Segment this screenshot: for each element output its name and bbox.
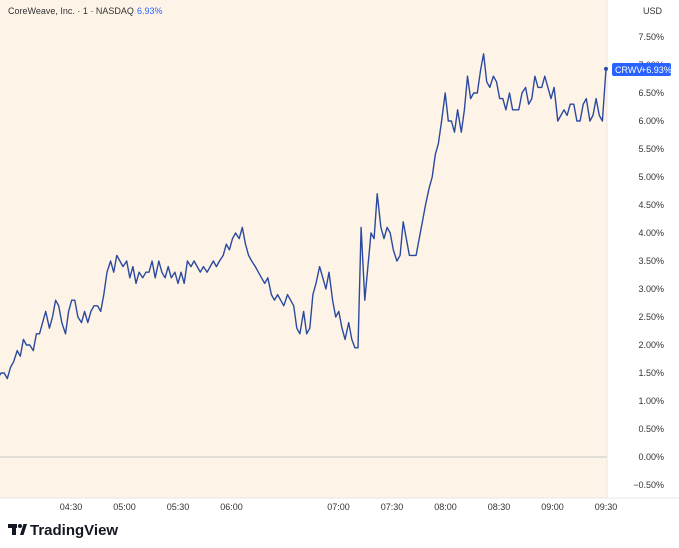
y-tick-label: 5.00%	[638, 172, 664, 182]
price-tag-value: +6.93%	[641, 65, 672, 75]
x-tick-label: 09:00	[541, 502, 564, 512]
series-layer	[0, 53, 608, 380]
x-tick-label: 07:00	[327, 502, 350, 512]
last-price-dot	[604, 66, 608, 71]
y-tick-label: 2.50%	[638, 312, 664, 322]
y-tick-label: 1.00%	[638, 396, 664, 406]
x-tick-label: 09:30	[595, 502, 618, 512]
y-tick-label: 2.00%	[638, 340, 664, 350]
price-tag-symbol: CRWV	[615, 65, 642, 75]
chart-header-title: CoreWeave, Inc. · 1 · NASDAQ	[8, 6, 134, 16]
x-axis-ticks: 04:30 05:00 05:30 06:00 07:00 07:30 08:00 08:30…	[60, 502, 618, 512]
tradingview-logo[interactable]: TradingView	[8, 522, 118, 539]
y-axis-ticks: 7.50%7.00%6.50%6.00%5.50%5.00%4.50%4.00%…	[633, 32, 664, 490]
y-tick-label: 7.50%	[638, 32, 664, 42]
y-tick-label: 3.00%	[638, 284, 664, 294]
price-tag: CRWV +6.93%	[612, 63, 672, 76]
y-tick-label: 5.50%	[638, 144, 664, 154]
y-tick-label: 0.00%	[638, 452, 664, 462]
x-tick-label: 07:30	[381, 502, 404, 512]
x-tick-label: 06:00	[220, 502, 243, 512]
series-line-crwv	[0, 53, 607, 380]
currency-label[interactable]: USD	[643, 6, 663, 16]
y-tick-label: −0.50%	[633, 480, 664, 490]
tv-logo-mark-dot	[18, 524, 22, 528]
x-tick-label: 08:30	[488, 502, 511, 512]
y-tick-label: 4.50%	[638, 200, 664, 210]
x-tick-label: 05:00	[113, 502, 136, 512]
y-tick-label: 6.50%	[638, 88, 664, 98]
x-tick-label: 05:30	[167, 502, 190, 512]
y-tick-label: 6.00%	[638, 116, 664, 126]
y-tick-label: 1.50%	[638, 368, 664, 378]
x-tick-label: 04:30	[60, 502, 83, 512]
tv-logo-mark-tri	[20, 524, 27, 535]
x-tick-label: 08:00	[434, 502, 457, 512]
session-background	[0, 0, 607, 498]
y-tick-label: 3.50%	[638, 256, 664, 266]
tv-logo-mark-stem	[12, 524, 16, 535]
price-tag-bg	[612, 63, 671, 76]
y-tick-label: 0.50%	[638, 424, 664, 434]
tradingview-wordmark: TradingView	[30, 522, 118, 539]
y-tick-label: 4.00%	[638, 228, 664, 238]
chart-header-change: 6.93%	[137, 6, 163, 16]
